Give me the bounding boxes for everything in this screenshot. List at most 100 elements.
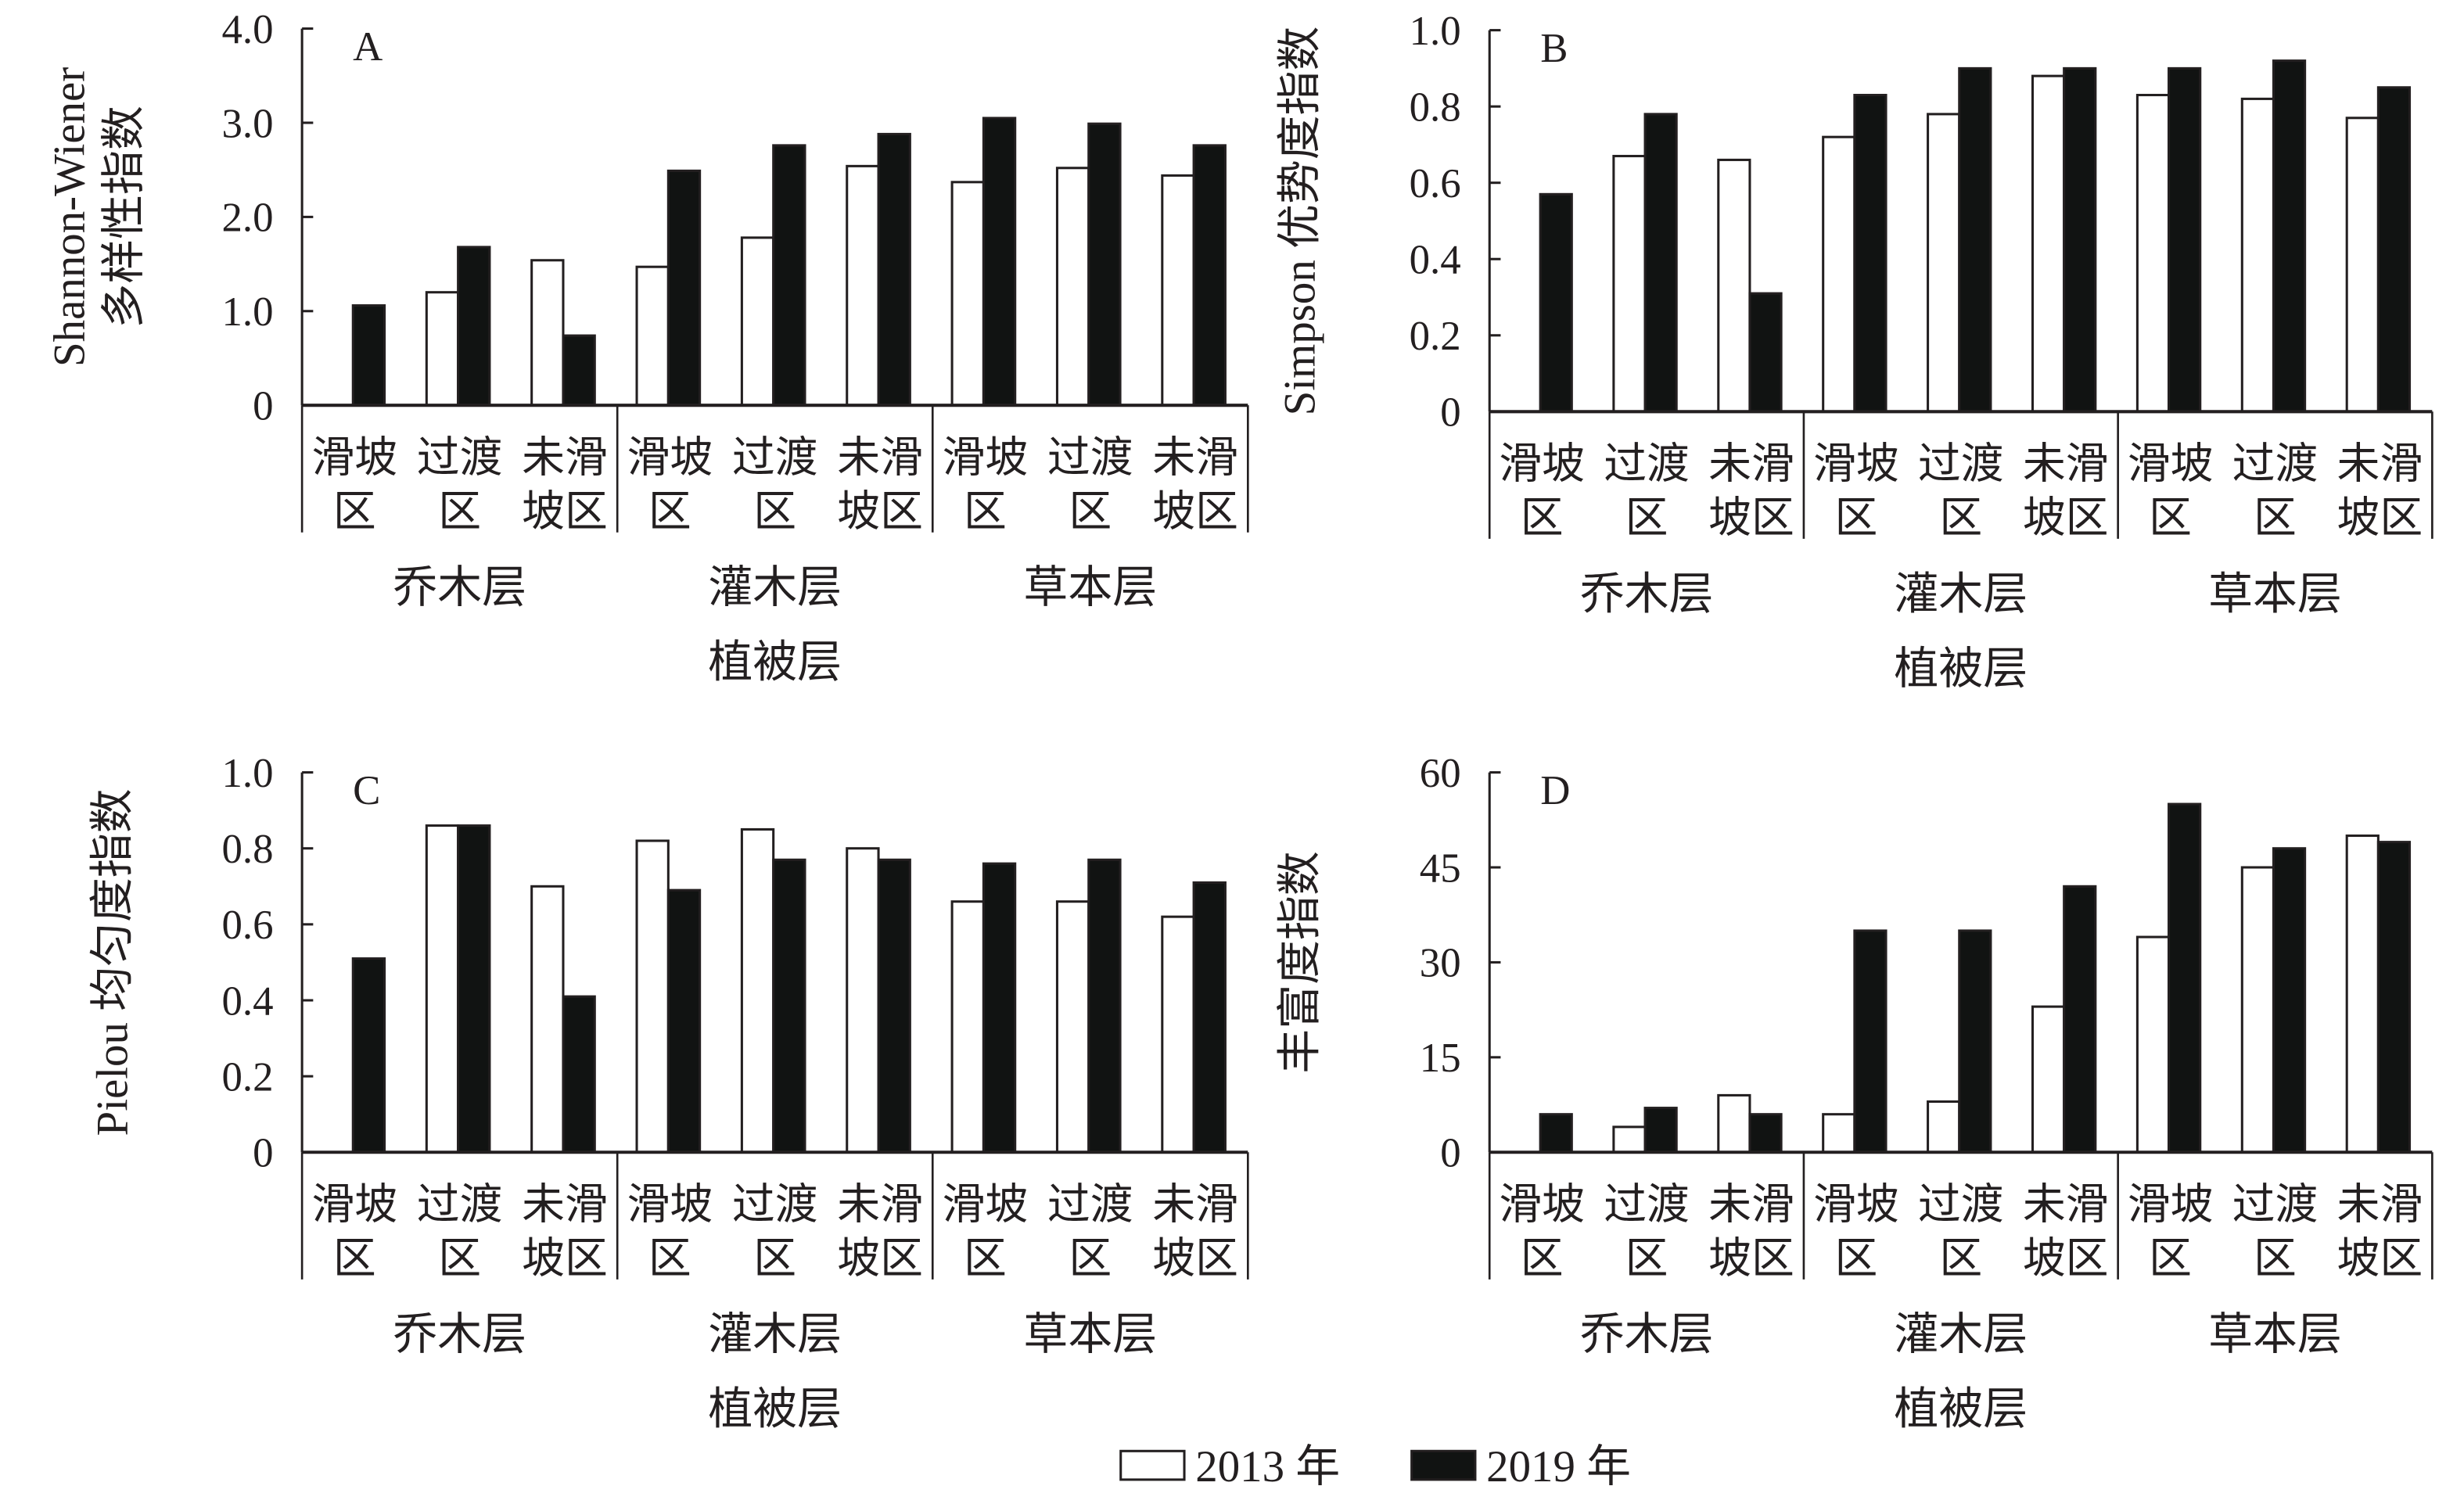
x-tick-label: 未滑: [1152, 1181, 1238, 1229]
y-axis-label: 丰富度指数: [1276, 851, 1325, 1073]
x-tick-label: 区: [2149, 1235, 2192, 1283]
legend-label-2019: 2019 年: [1486, 1442, 1631, 1486]
bar-2013: [1612, 155, 1647, 413]
panel-label: C: [353, 768, 380, 813]
bar-2013: [2345, 117, 2380, 413]
y-tick-label: 0.8: [1410, 84, 1461, 130]
bar-2019: [1192, 881, 1227, 1154]
bar-2019: [351, 304, 386, 407]
x-tick-label: 未滑: [522, 1181, 608, 1229]
bar-2019: [666, 169, 702, 407]
y-tick-label: 0.4: [221, 978, 273, 1024]
x-tick-label: 过渡: [417, 1181, 503, 1229]
bar-2013: [1055, 167, 1090, 407]
x-axis-label: 植被层: [1894, 1385, 2028, 1434]
x-tick-label: 坡区: [2023, 494, 2109, 542]
x-tick-label: 区: [964, 1235, 1007, 1283]
x-tick-label: 坡区: [2337, 1235, 2423, 1283]
legend-label-2013: 2013 年: [1195, 1442, 1340, 1486]
bar-2013: [1055, 900, 1090, 1154]
bar-2013: [2240, 866, 2275, 1154]
group-label: 乔木层: [393, 563, 526, 612]
bar-2019: [2376, 86, 2412, 413]
bar-2013: [740, 827, 775, 1154]
y-tick-label: 0.2: [1410, 314, 1461, 359]
x-tick-label: 滑坡: [943, 1181, 1029, 1229]
x-tick-label: 区: [648, 488, 691, 536]
bar-2019: [562, 334, 596, 407]
x-tick-label: 未滑: [2023, 1181, 2109, 1229]
y-tick-label: 1.0: [221, 289, 273, 335]
x-tick-label: 坡区: [522, 488, 608, 536]
bar-2019: [666, 888, 702, 1154]
panel-d: 015304560滑坡区过渡区未滑坡区滑坡区过渡区未滑坡区滑坡区过渡区未滑坡区乔…: [1276, 751, 2433, 1434]
bar-2013: [1927, 1100, 1961, 1154]
x-tick-label: 未滑: [837, 434, 923, 482]
x-tick-label: 区: [1939, 494, 1982, 542]
bar-2013: [950, 900, 985, 1154]
bar-2013: [2031, 1005, 2066, 1154]
x-tick-label: 区: [1834, 1235, 1877, 1283]
x-tick-label: 区: [1521, 494, 1564, 542]
x-tick-label: 过渡: [1918, 1181, 2004, 1229]
x-tick-label: 区: [964, 488, 1007, 536]
x-tick-label: 过渡: [2232, 1181, 2319, 1229]
bar-2019: [457, 824, 491, 1154]
bar-2013: [2135, 935, 2171, 1154]
panel-label: A: [353, 24, 383, 70]
x-tick-label: 滑坡: [943, 434, 1029, 482]
bar-2019: [1087, 858, 1122, 1154]
bar-2013: [635, 265, 670, 407]
x-tick-label: 区: [1069, 488, 1112, 536]
x-tick-label: 滑坡: [2128, 440, 2214, 488]
bar-2019: [1958, 66, 1992, 413]
bar-2019: [1853, 929, 1888, 1154]
x-tick-label: 区: [333, 1235, 376, 1283]
bar-2019: [2272, 847, 2307, 1154]
x-tick-label: 区: [753, 488, 796, 536]
x-tick-label: 过渡: [1047, 434, 1133, 482]
x-tick-label: 过渡: [1918, 440, 2004, 488]
x-tick-label: 区: [333, 488, 376, 536]
bar-2013: [530, 259, 565, 407]
group-label: 灌木层: [708, 1310, 842, 1359]
bar-2019: [772, 858, 806, 1154]
bar-2019: [1853, 93, 1888, 413]
y-tick-label: 0: [1440, 390, 1460, 436]
y-tick-label: 0.2: [221, 1054, 273, 1100]
y-tick-label: 45: [1420, 845, 1461, 891]
x-tick-label: 未滑: [1152, 434, 1238, 482]
bar-2019: [2376, 841, 2412, 1154]
x-tick-label: 过渡: [1047, 1181, 1133, 1229]
bar-2019: [772, 144, 806, 407]
panel-a: 01.02.03.04.0滑坡区过渡区未滑坡区滑坡区过渡区未滑坡区滑坡区过渡区未…: [45, 7, 1249, 687]
bar-2019: [2168, 802, 2202, 1154]
legend: 2013 年 2019 年: [1119, 1442, 1631, 1486]
x-tick-label: 滑坡: [627, 1181, 713, 1229]
bar-2019: [2063, 66, 2097, 413]
bar-2019: [1748, 292, 1783, 413]
bar-2019: [457, 246, 491, 407]
y-tick-label: 0: [1440, 1131, 1460, 1176]
x-tick-label: 区: [1625, 1235, 1668, 1283]
bar-2013: [950, 181, 985, 407]
group-label: 草本层: [1023, 1310, 1157, 1359]
x-tick-label: 区: [1625, 494, 1668, 542]
y-axis-label: Simpson 优势度指数: [1276, 27, 1325, 416]
group-label: 草本层: [1023, 563, 1157, 612]
bar-2013: [425, 824, 460, 1154]
y-axis-label: Pielou 均匀度指数: [88, 788, 138, 1136]
legend-swatch-2013: [1119, 1449, 1186, 1481]
bar-2019: [351, 957, 386, 1154]
x-tick-label: 区: [2254, 1235, 2297, 1283]
x-tick-label: 区: [1069, 1235, 1112, 1283]
y-tick-label: 1.0: [221, 751, 273, 796]
x-axis-label: 植被层: [708, 638, 842, 687]
x-tick-label: 坡区: [1708, 494, 1794, 542]
bar-2013: [846, 847, 880, 1154]
x-tick-label: 滑坡: [1813, 440, 1899, 488]
x-tick-label: 过渡: [1604, 1181, 1690, 1229]
group-label: 乔木层: [1580, 1310, 1714, 1359]
x-tick-label: 区: [1834, 494, 1877, 542]
bar-2019: [2168, 66, 2202, 413]
